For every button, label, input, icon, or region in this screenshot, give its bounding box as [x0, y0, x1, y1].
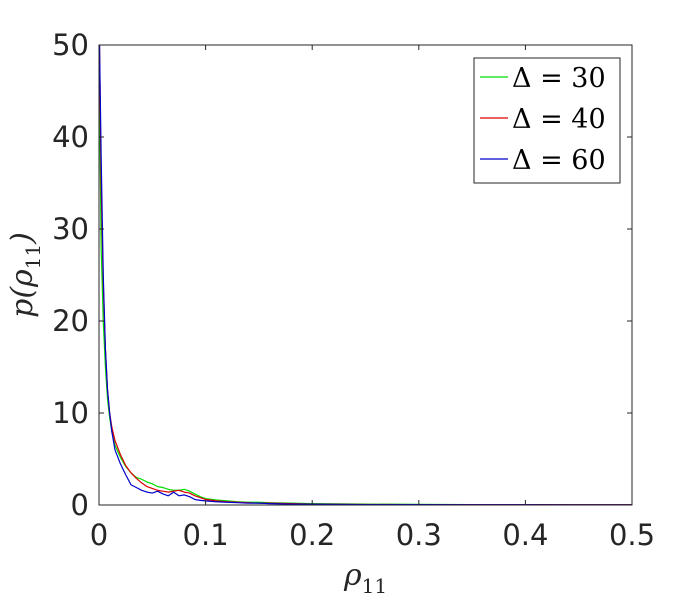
legend-box [473, 57, 621, 184]
x-tick-label: 0.1 [183, 518, 229, 552]
x-tick-label: 0.4 [502, 518, 548, 552]
legend-label: Δ = 30 [512, 63, 606, 94]
x-tick-label: 0.2 [289, 518, 335, 552]
x-tick-label: 0.3 [396, 518, 442, 552]
y-tick-label: 20 [52, 304, 89, 338]
x-tick-label: 0 [90, 518, 108, 552]
y-tick-label: 50 [52, 28, 89, 62]
y-tick-label: 10 [52, 396, 89, 430]
y-tick-label: 40 [52, 120, 89, 154]
series-line-3 [99, 45, 632, 505]
y-axis-title: p(ρ11) [5, 232, 45, 318]
legend-label: Δ = 60 [512, 145, 606, 176]
legend-label: Δ = 40 [512, 104, 606, 135]
x-tick-label: 0.5 [609, 518, 655, 552]
x-axis-title: ρ11 [343, 558, 387, 598]
plot-frame [98, 44, 633, 506]
y-tick-label: 0 [71, 488, 89, 522]
y-tick-label: 30 [52, 212, 89, 246]
